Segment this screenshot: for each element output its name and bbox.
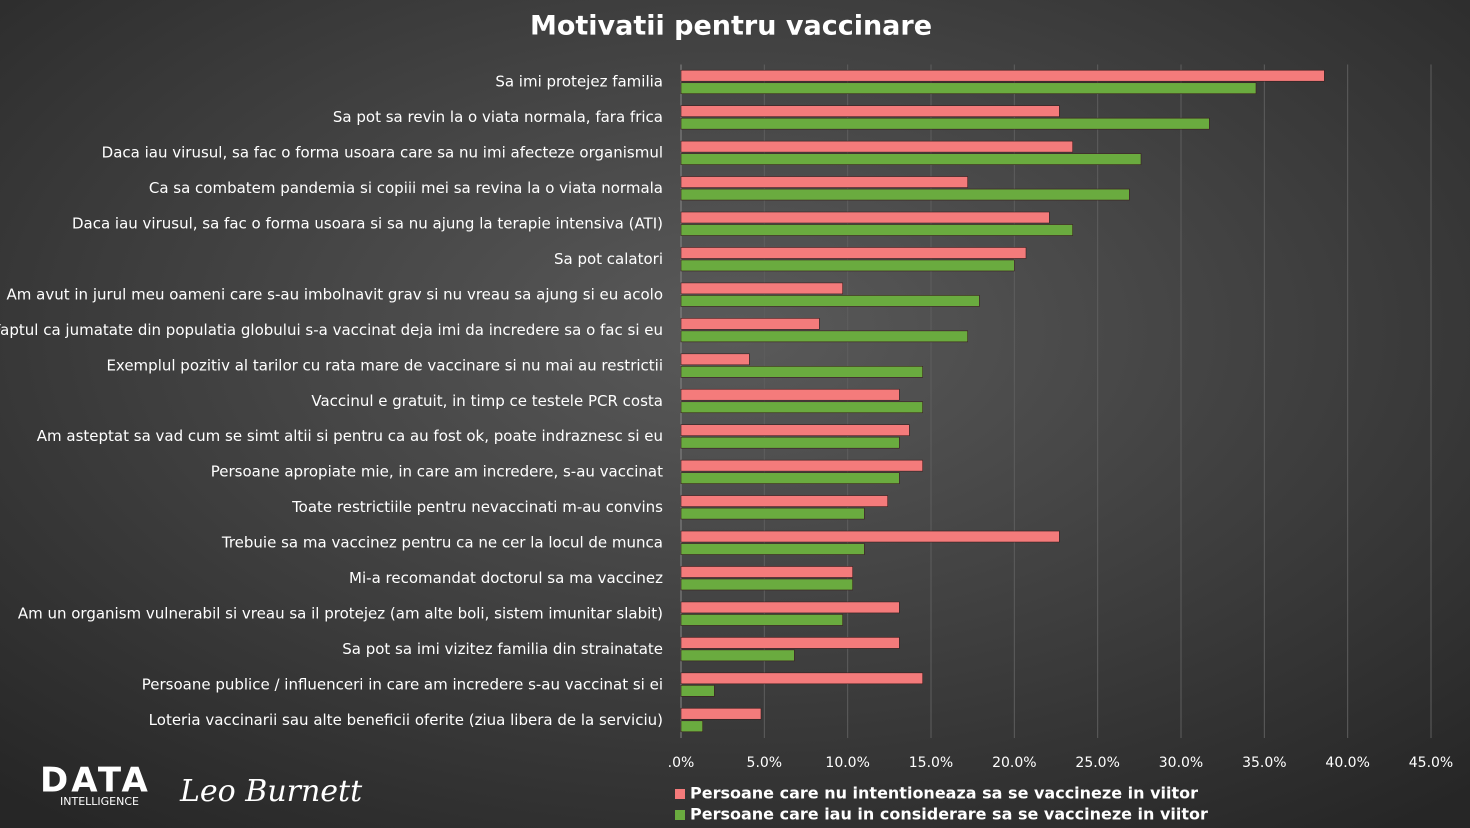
y-tick-label: Vaccinul e gratuit, in timp ce testele P…	[311, 392, 663, 410]
y-tick-label: Exemplul pozitiv al tarilor cu rata mare…	[106, 356, 663, 374]
bar	[680, 424, 910, 436]
y-tick-label: Am avut in jurul meu oameni care s-au im…	[7, 285, 663, 303]
bar	[680, 707, 762, 720]
bar	[680, 188, 1130, 201]
logo: DATA	[40, 761, 151, 801]
bar	[680, 507, 865, 520]
bar	[680, 720, 703, 733]
bar	[680, 366, 923, 378]
bar	[680, 685, 715, 697]
y-tick-label: Sa pot calatori	[554, 250, 663, 268]
signature: Leo Burnett	[179, 774, 363, 809]
y-tick-label: Daca iau virusul, sa fac o forma usoara …	[102, 144, 663, 162]
x-tick-label: 5.0%	[747, 755, 783, 771]
y-tick-label: Sa pot sa revin la o viata normala, fara…	[333, 108, 663, 126]
bar	[680, 69, 1325, 82]
bar	[680, 649, 795, 662]
x-tick-label: 15.0%	[909, 755, 953, 771]
y-tick-label: Loteria vaccinarii sau alte beneficii of…	[149, 711, 663, 729]
y-tick-label: Daca iau virusul, sa fac o forma usoara …	[72, 215, 663, 233]
bar	[680, 330, 968, 343]
y-tick-label: Persoane publice / influenceri in care a…	[142, 675, 663, 693]
legend-swatch	[675, 789, 685, 799]
x-tick-label: .0%	[668, 755, 695, 771]
y-tick-label: Sa imi protejez familia	[495, 73, 663, 91]
y-tick-label: Persoane apropiate mie, in care am incre…	[211, 463, 663, 481]
bar	[680, 282, 843, 295]
y-tick-label: Am un organism vulnerabil si vreau sa il…	[18, 604, 663, 622]
bar	[680, 105, 1060, 117]
y-tick-label: Am asteptat sa vad cum se simt altii si …	[37, 427, 663, 445]
bar	[680, 436, 900, 449]
bar	[680, 472, 900, 484]
y-tick-label: Trebuie sa ma vaccinez pentru ca ne cer …	[221, 534, 663, 552]
bar	[680, 614, 843, 626]
bar	[680, 578, 853, 591]
bar	[680, 401, 923, 414]
bar	[680, 224, 1073, 236]
bar	[680, 295, 980, 307]
x-tick-label: 20.0%	[992, 755, 1036, 771]
y-tick-label: Toate restrictiile pentru nevaccinati m-…	[291, 498, 663, 516]
bar	[680, 82, 1257, 95]
y-tick-label: Mi-a recomandat doctorul sa ma vaccinez	[349, 569, 663, 587]
x-tick-label: 35.0%	[1242, 755, 1286, 771]
bar	[680, 543, 865, 555]
legend-label: Persoane care nu intentioneaza sa se vac…	[690, 784, 1198, 803]
bar	[680, 601, 900, 614]
bar	[680, 388, 900, 401]
bar	[680, 459, 923, 472]
y-tick-label: Sa pot sa imi vizitez familia din strain…	[342, 640, 663, 658]
bar	[680, 247, 1027, 259]
bar	[680, 318, 820, 330]
y-tick-label: Faptul ca jumatate din populatia globulu…	[0, 321, 663, 339]
bar	[680, 259, 1015, 272]
bar	[680, 637, 900, 649]
x-tick-label: 45.0%	[1409, 755, 1453, 771]
logo-sub: INTELLIGENCE	[60, 795, 139, 808]
bar	[680, 353, 750, 366]
x-tick-label: 40.0%	[1325, 755, 1369, 771]
bar	[680, 153, 1142, 165]
legend-swatch	[675, 810, 685, 820]
bar	[680, 211, 1050, 224]
x-tick-label: 30.0%	[1159, 755, 1203, 771]
bar	[680, 672, 923, 685]
bar	[680, 566, 853, 578]
bar	[680, 140, 1073, 153]
bar	[680, 530, 1060, 543]
bar	[680, 117, 1210, 130]
y-tick-label: Ca sa combatem pandemia si copiii mei sa…	[149, 179, 663, 197]
bar	[680, 495, 888, 507]
chart-title: Motivatii pentru vaccinare	[530, 11, 932, 42]
bar	[680, 176, 968, 188]
x-tick-label: 10.0%	[825, 755, 869, 771]
legend-label: Persoane care iau in considerare sa se v…	[690, 805, 1208, 824]
x-tick-label: 25.0%	[1075, 755, 1119, 771]
